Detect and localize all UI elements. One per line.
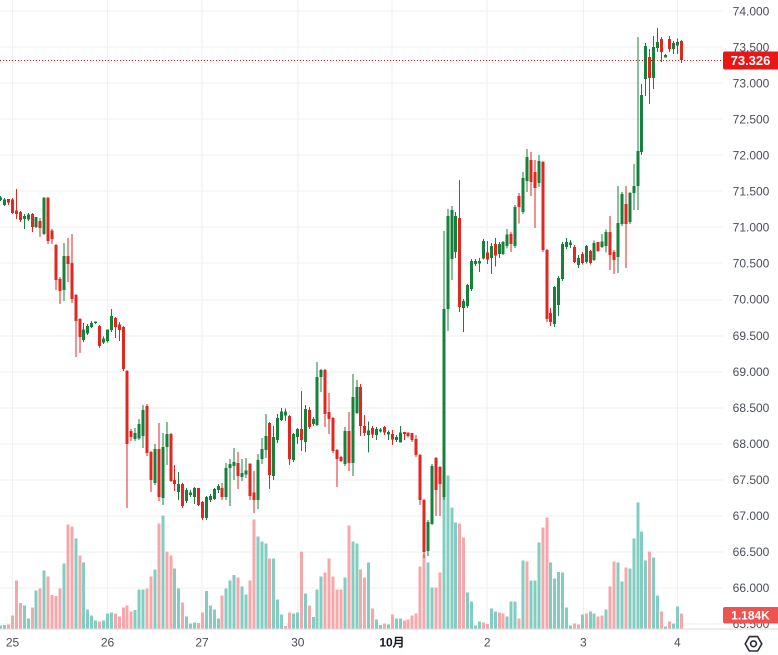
svg-text:25: 25 xyxy=(6,636,20,650)
svg-text:2: 2 xyxy=(484,636,491,650)
svg-text:26: 26 xyxy=(101,636,115,650)
svg-text:69.500: 69.500 xyxy=(733,329,770,343)
svg-text:73.000: 73.000 xyxy=(733,76,770,90)
svg-text:70.000: 70.000 xyxy=(733,293,770,307)
svg-text:71.000: 71.000 xyxy=(733,221,770,235)
svg-text:68.000: 68.000 xyxy=(733,437,770,451)
svg-text:74.000: 74.000 xyxy=(733,4,770,18)
svg-text:69.000: 69.000 xyxy=(733,365,770,379)
svg-text:10月: 10月 xyxy=(379,636,404,650)
svg-text:66.500: 66.500 xyxy=(733,545,770,559)
svg-text:73.326: 73.326 xyxy=(731,53,771,68)
svg-text:66.000: 66.000 xyxy=(733,581,770,595)
svg-text:70.500: 70.500 xyxy=(733,257,770,271)
svg-text:30: 30 xyxy=(291,636,305,650)
svg-text:68.500: 68.500 xyxy=(733,401,770,415)
svg-text:72.500: 72.500 xyxy=(733,112,770,126)
svg-text:27: 27 xyxy=(195,636,209,650)
svg-text:67.500: 67.500 xyxy=(733,473,770,487)
svg-text:3: 3 xyxy=(580,636,587,650)
svg-text:67.000: 67.000 xyxy=(733,509,770,523)
svg-text:4: 4 xyxy=(674,636,681,650)
svg-text:72.000: 72.000 xyxy=(733,149,770,163)
svg-text:71.500: 71.500 xyxy=(733,185,770,199)
svg-text:1.184K: 1.184K xyxy=(731,609,770,623)
svg-text:73.500: 73.500 xyxy=(733,40,770,54)
